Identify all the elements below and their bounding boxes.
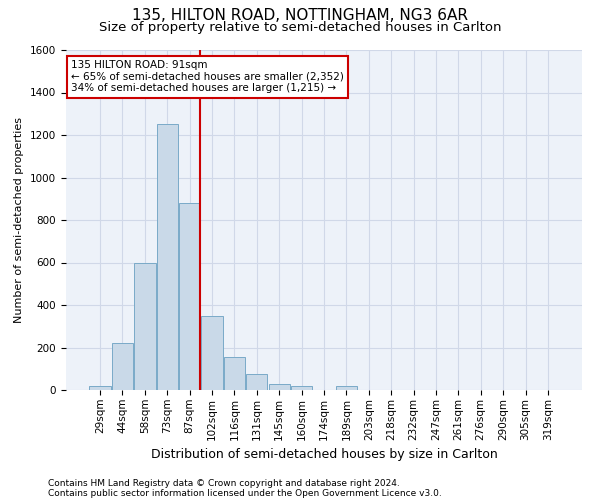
Y-axis label: Number of semi-detached properties: Number of semi-detached properties	[14, 117, 25, 323]
Text: Size of property relative to semi-detached houses in Carlton: Size of property relative to semi-detach…	[99, 21, 501, 34]
Bar	[269, 384, 290, 390]
Bar	[134, 262, 155, 390]
Bar	[202, 316, 223, 390]
Text: 135, HILTON ROAD, NOTTINGHAM, NG3 6AR: 135, HILTON ROAD, NOTTINGHAM, NG3 6AR	[132, 8, 468, 22]
Text: 135 HILTON ROAD: 91sqm
← 65% of semi-detached houses are smaller (2,352)
34% of : 135 HILTON ROAD: 91sqm ← 65% of semi-det…	[71, 60, 344, 94]
Text: Contains public sector information licensed under the Open Government Licence v3: Contains public sector information licen…	[48, 488, 442, 498]
Bar	[336, 386, 357, 390]
Bar	[89, 386, 111, 390]
Text: Contains HM Land Registry data © Crown copyright and database right 2024.: Contains HM Land Registry data © Crown c…	[48, 478, 400, 488]
Bar	[291, 386, 312, 390]
Bar	[179, 203, 200, 390]
Bar	[246, 374, 268, 390]
Bar	[224, 357, 245, 390]
Bar	[157, 124, 178, 390]
Bar	[112, 343, 133, 390]
X-axis label: Distribution of semi-detached houses by size in Carlton: Distribution of semi-detached houses by …	[151, 448, 497, 461]
